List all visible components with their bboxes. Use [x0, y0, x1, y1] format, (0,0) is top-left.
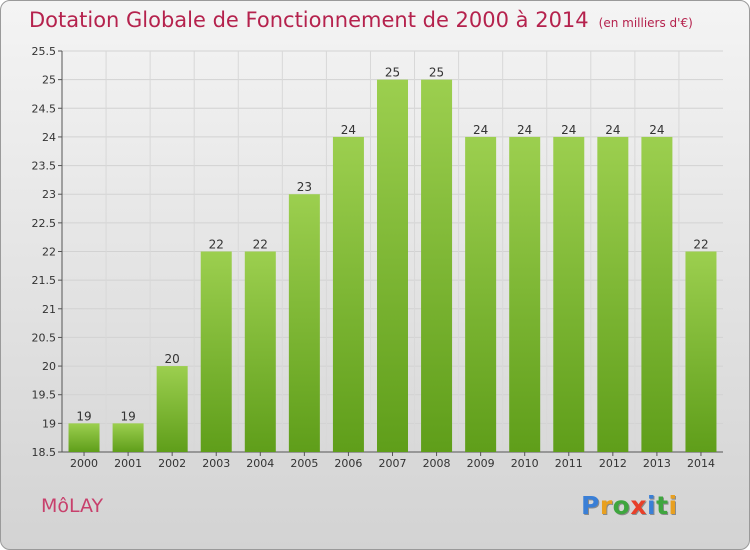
value-label: 25	[385, 66, 400, 80]
value-label: 25	[429, 66, 444, 80]
x-tick-label: 2008	[423, 457, 451, 470]
value-label: 19	[76, 409, 91, 423]
x-tick-label: 2010	[511, 457, 539, 470]
labels: 18.5 19 19.5 20 20.5 21 21.5 22 22.5 23 23.5 24 24.5…	[32, 45, 715, 470]
value-label: 22	[253, 238, 268, 252]
chart-title: Dotation Globale de Fonctionnement de 20…	[29, 8, 693, 32]
logo-letter: o	[612, 491, 631, 520]
y-tick-label: 19.5	[32, 389, 57, 402]
value-label: 24	[473, 123, 488, 137]
value-label: 20	[165, 352, 180, 366]
x-tick-label: 2002	[158, 457, 186, 470]
bar-2005	[288, 194, 320, 452]
bar-2002	[156, 366, 188, 452]
y-tick-label: 20	[42, 360, 56, 373]
bar-2006	[332, 136, 364, 452]
bar-2014	[685, 251, 717, 452]
value-label: 24	[649, 123, 664, 137]
bar-2003	[200, 251, 232, 452]
x-tick-label: 2011	[555, 457, 583, 470]
x-tick-label: 2001	[114, 457, 142, 470]
y-tick-label: 19	[42, 417, 56, 430]
x-tick-label: 2007	[379, 457, 407, 470]
bar-2004	[244, 251, 276, 452]
x-tick-label: 2009	[467, 457, 495, 470]
proxiti-logo: Proxiti	[581, 491, 678, 520]
logo-letter: r	[599, 491, 613, 520]
y-tick-label: 23	[42, 188, 56, 201]
x-tick-label: 2006	[334, 457, 362, 470]
bar-2009	[465, 136, 497, 452]
y-tick-label: 22	[42, 246, 56, 259]
y-tick-label: 25	[42, 74, 56, 87]
bar-2007	[377, 79, 408, 453]
logo-letter: t	[656, 491, 669, 520]
y-tick-label: 21.5	[32, 274, 57, 287]
x-tick-label: 2013	[643, 457, 671, 470]
value-label: 24	[517, 123, 532, 137]
bar-2011	[553, 136, 585, 452]
logo-letter: i	[647, 491, 657, 520]
y-tick-label: 20.5	[32, 331, 57, 344]
value-label: 24	[341, 123, 356, 137]
y-tick-label: 24	[42, 131, 56, 144]
value-label: 22	[693, 238, 708, 252]
x-tick-label: 2004	[246, 457, 274, 470]
bar-2008	[421, 79, 453, 453]
bar-2001	[112, 423, 144, 452]
bars	[68, 79, 717, 453]
x-tick-label: 2000	[70, 457, 98, 470]
logo-letter: P	[581, 491, 600, 520]
x-tick-label: 2014	[687, 457, 715, 470]
bar-2000	[68, 423, 100, 452]
x-tick-label: 2012	[599, 457, 627, 470]
logo-letter: i	[668, 491, 678, 520]
y-tick-label: 23.5	[32, 160, 57, 173]
logo-letter: x	[630, 491, 647, 520]
bar-2010	[509, 136, 541, 452]
y-tick-label: 24.5	[32, 102, 57, 115]
y-tick-label: 25.5	[32, 45, 57, 58]
y-tick-label: 22.5	[32, 217, 57, 230]
bar-2013	[641, 136, 673, 452]
bar-2012	[597, 136, 629, 452]
value-label: 24	[561, 123, 576, 137]
x-tick-label: 2005	[290, 457, 318, 470]
value-label: 22	[209, 238, 224, 252]
unit-note: (en milliers d'€)	[598, 16, 693, 30]
y-tick-label: 21	[42, 303, 56, 316]
x-tick-label: 2003	[202, 457, 230, 470]
value-label: 23	[297, 180, 312, 194]
y-tick-label: 18.5	[32, 446, 57, 459]
commune-name: MôLAY	[41, 495, 104, 517]
value-label: 19	[120, 409, 135, 423]
value-label: 24	[605, 123, 620, 137]
